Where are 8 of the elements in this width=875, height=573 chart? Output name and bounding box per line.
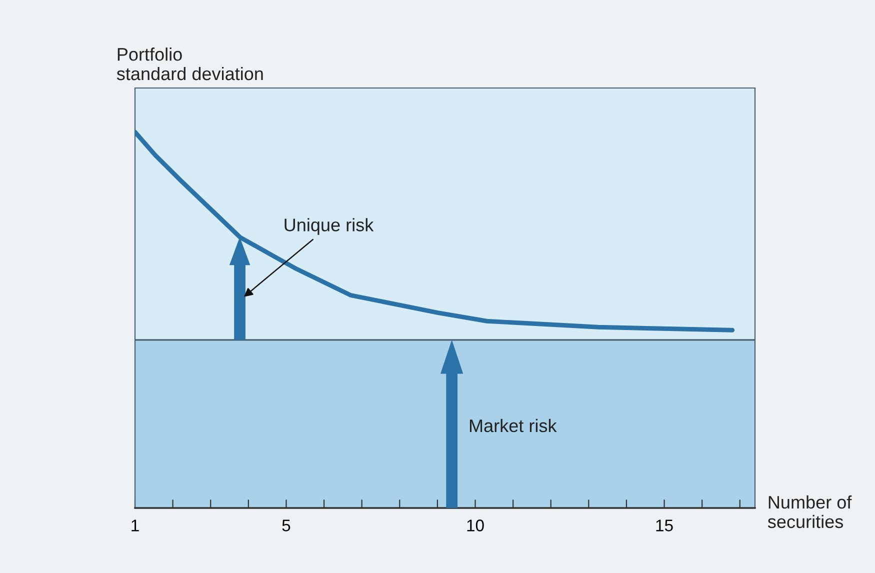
x-tick-label: 10 <box>467 520 484 532</box>
y-axis-title: Portfolio standard deviation <box>116 48 263 80</box>
annotation: Market risk <box>470 418 557 432</box>
x-tick-label: 15 <box>656 520 673 532</box>
annotation: Unique risk <box>284 218 374 235</box>
x-tick-label: 1 <box>132 520 139 532</box>
x-axis-title: Number of securities <box>768 495 852 528</box>
x-tick-label: 5 <box>282 520 290 532</box>
